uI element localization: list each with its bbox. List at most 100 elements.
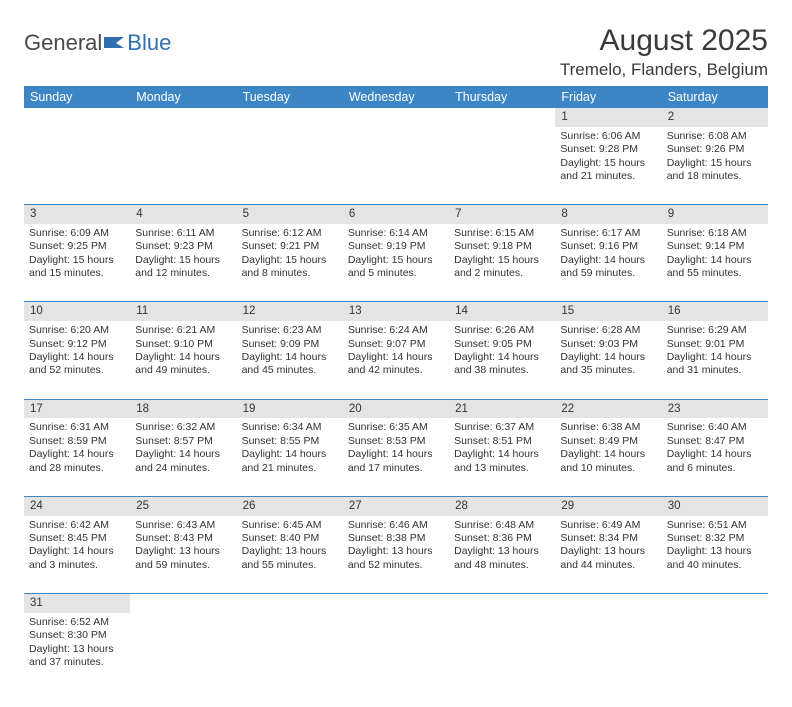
day-detail-cell: Sunrise: 6:49 AMSunset: 8:34 PMDaylight:… [555, 516, 661, 594]
sunrise-line: Sunrise: 6:14 AM [348, 227, 444, 240]
sunrise-line: Sunrise: 6:35 AM [348, 421, 444, 434]
day-detail-cell: Sunrise: 6:51 AMSunset: 8:32 PMDaylight:… [662, 516, 768, 594]
daylight-line: Daylight: 14 hours and 42 minutes. [348, 351, 444, 378]
day-number-cell [343, 108, 449, 127]
brand-part2: Blue [127, 30, 171, 56]
day-number-cell [130, 108, 236, 127]
title-block: August 2025 Tremelo, Flanders, Belgium [560, 24, 768, 80]
daylight-line: Daylight: 15 hours and 8 minutes. [242, 254, 338, 281]
sunrise-line: Sunrise: 6:40 AM [667, 421, 763, 434]
day-detail-cell: Sunrise: 6:09 AMSunset: 9:25 PMDaylight:… [24, 224, 130, 302]
weekday-header: Saturday [662, 86, 768, 108]
daylight-line: Daylight: 14 hours and 59 minutes. [560, 254, 656, 281]
day-detail-cell: Sunrise: 6:15 AMSunset: 9:18 PMDaylight:… [449, 224, 555, 302]
header: General Blue August 2025 Tremelo, Flander… [24, 24, 768, 80]
day-detail-cell: Sunrise: 6:21 AMSunset: 9:10 PMDaylight:… [130, 321, 236, 399]
day-detail-row: Sunrise: 6:20 AMSunset: 9:12 PMDaylight:… [24, 321, 768, 399]
sunrise-line: Sunrise: 6:51 AM [667, 519, 763, 532]
day-number-cell: 15 [555, 302, 661, 321]
day-detail-cell: Sunrise: 6:46 AMSunset: 8:38 PMDaylight:… [343, 516, 449, 594]
sunset-line: Sunset: 9:25 PM [29, 240, 125, 253]
sunset-line: Sunset: 8:34 PM [560, 532, 656, 545]
day-detail-cell [555, 613, 661, 691]
sunset-line: Sunset: 8:36 PM [454, 532, 550, 545]
sunset-line: Sunset: 9:18 PM [454, 240, 550, 253]
sunset-line: Sunset: 8:55 PM [242, 435, 338, 448]
sunrise-line: Sunrise: 6:32 AM [135, 421, 231, 434]
day-detail-cell [130, 127, 236, 205]
weekday-header: Sunday [24, 86, 130, 108]
day-detail-cell [130, 613, 236, 691]
daylight-line: Daylight: 14 hours and 6 minutes. [667, 448, 763, 475]
sunrise-line: Sunrise: 6:45 AM [242, 519, 338, 532]
sunrise-line: Sunrise: 6:46 AM [348, 519, 444, 532]
day-detail-cell [343, 127, 449, 205]
sunset-line: Sunset: 9:01 PM [667, 338, 763, 351]
sunset-line: Sunset: 8:47 PM [667, 435, 763, 448]
day-number-cell [237, 594, 343, 613]
sunset-line: Sunset: 9:23 PM [135, 240, 231, 253]
day-number-cell: 26 [237, 496, 343, 515]
sunset-line: Sunset: 9:21 PM [242, 240, 338, 253]
day-number-cell: 30 [662, 496, 768, 515]
day-number-cell: 14 [449, 302, 555, 321]
day-number-cell: 31 [24, 594, 130, 613]
day-detail-cell: Sunrise: 6:32 AMSunset: 8:57 PMDaylight:… [130, 418, 236, 496]
sunset-line: Sunset: 9:09 PM [242, 338, 338, 351]
sunrise-line: Sunrise: 6:49 AM [560, 519, 656, 532]
day-number-row: 10111213141516 [24, 302, 768, 321]
daylight-line: Daylight: 13 hours and 55 minutes. [242, 545, 338, 572]
sunrise-line: Sunrise: 6:28 AM [560, 324, 656, 337]
day-detail-cell: Sunrise: 6:12 AMSunset: 9:21 PMDaylight:… [237, 224, 343, 302]
daylight-line: Daylight: 14 hours and 38 minutes. [454, 351, 550, 378]
day-number-row: 17181920212223 [24, 399, 768, 418]
daylight-line: Daylight: 14 hours and 35 minutes. [560, 351, 656, 378]
sunrise-line: Sunrise: 6:12 AM [242, 227, 338, 240]
sunset-line: Sunset: 9:19 PM [348, 240, 444, 253]
sunset-line: Sunset: 9:16 PM [560, 240, 656, 253]
daylight-line: Daylight: 13 hours and 37 minutes. [29, 643, 125, 670]
day-detail-row: Sunrise: 6:52 AMSunset: 8:30 PMDaylight:… [24, 613, 768, 691]
daylight-line: Daylight: 14 hours and 31 minutes. [667, 351, 763, 378]
sunset-line: Sunset: 9:26 PM [667, 143, 763, 156]
sunrise-line: Sunrise: 6:37 AM [454, 421, 550, 434]
sunrise-line: Sunrise: 6:21 AM [135, 324, 231, 337]
day-detail-row: Sunrise: 6:31 AMSunset: 8:59 PM Daylight:… [24, 418, 768, 496]
brand-part1: General [24, 30, 102, 56]
daylight-line: Daylight: 15 hours and 12 minutes. [135, 254, 231, 281]
day-detail-cell: Sunrise: 6:38 AMSunset: 8:49 PMDaylight:… [555, 418, 661, 496]
sunrise-line: Sunrise: 6:31 AM [29, 421, 125, 434]
sunrise-line: Sunrise: 6:23 AM [242, 324, 338, 337]
day-number-cell: 25 [130, 496, 236, 515]
day-number-cell: 1 [555, 108, 661, 127]
daylight-line: Daylight: 15 hours and 15 minutes. [29, 254, 125, 281]
daylight-line: Daylight: 14 hours and 52 minutes. [29, 351, 125, 378]
calendar-head: SundayMondayTuesdayWednesdayThursdayFrid… [24, 86, 768, 108]
day-number-cell: 6 [343, 205, 449, 224]
daylight-line: Daylight: 13 hours and 59 minutes. [135, 545, 231, 572]
day-detail-cell: Sunrise: 6:06 AMSunset: 9:28 PMDaylight:… [555, 127, 661, 205]
day-number-row: 3456789 [24, 205, 768, 224]
sunrise-line: Sunrise: 6:43 AM [135, 519, 231, 532]
sunrise-line: Sunrise: 6:38 AM [560, 421, 656, 434]
daylight-line: Daylight: 13 hours and 44 minutes. [560, 545, 656, 572]
day-detail-cell: Sunrise: 6:45 AMSunset: 8:40 PMDaylight:… [237, 516, 343, 594]
day-number-row: 12 [24, 108, 768, 127]
day-number-cell: 28 [449, 496, 555, 515]
weekday-header: Thursday [449, 86, 555, 108]
day-detail-cell: Sunrise: 6:43 AMSunset: 8:43 PMDaylight:… [130, 516, 236, 594]
day-number-cell: 24 [24, 496, 130, 515]
daylight-line: Daylight: 14 hours and 17 minutes. [348, 448, 444, 475]
day-number-cell: 3 [24, 205, 130, 224]
day-number-cell: 2 [662, 108, 768, 127]
sunrise-line: Sunrise: 6:52 AM [29, 616, 125, 629]
day-detail-cell [449, 127, 555, 205]
location: Tremelo, Flanders, Belgium [560, 60, 768, 80]
sunrise-line: Sunrise: 6:24 AM [348, 324, 444, 337]
day-number-cell: 8 [555, 205, 661, 224]
sunset-line: Sunset: 8:30 PM [29, 629, 125, 642]
day-number-cell: 27 [343, 496, 449, 515]
day-number-cell: 20 [343, 399, 449, 418]
daylight-line: Daylight: 13 hours and 48 minutes. [454, 545, 550, 572]
sunset-line: Sunset: 8:59 PM [29, 435, 125, 448]
